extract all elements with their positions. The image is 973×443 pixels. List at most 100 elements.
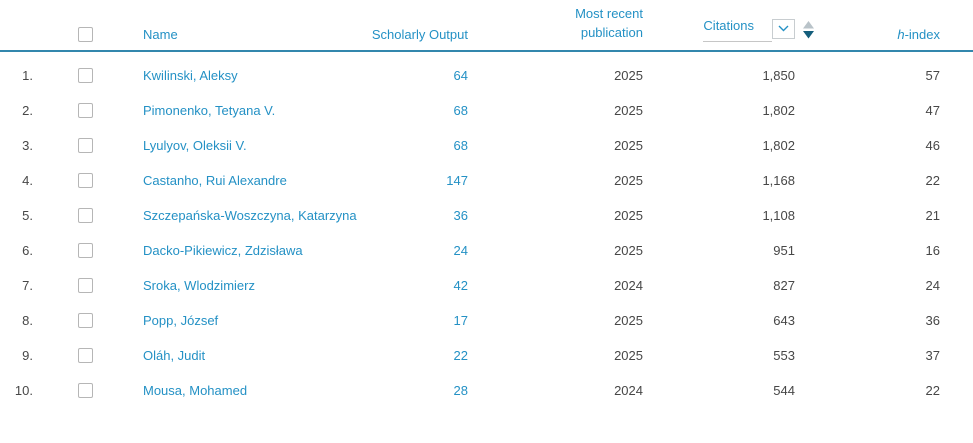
scholarly-output-link[interactable]: 147 <box>446 173 468 188</box>
most-recent-publication-value: 2025 <box>614 173 643 188</box>
author-name-link[interactable]: Mousa, Mohamed <box>143 383 248 398</box>
row-checkbox[interactable] <box>78 348 93 363</box>
row-name-cell: Sroka, Wlodzimierz <box>93 278 360 293</box>
row-name-cell: Mousa, Mohamed <box>93 383 360 398</box>
scholarly-output-column-header-cell: Scholarly Output <box>360 27 468 50</box>
citations-dropdown-button[interactable] <box>772 18 795 39</box>
most-recent-publication-value: 2024 <box>614 278 643 293</box>
column-header-citations: Citations <box>703 18 754 33</box>
citations-value: 827 <box>773 278 795 293</box>
row-checkbox[interactable] <box>78 243 93 258</box>
citations-dropdown-label[interactable]: Citations <box>703 18 772 42</box>
sort-descending-icon[interactable] <box>802 20 815 40</box>
most-recent-publication-column-header-cell: Most recent publication <box>468 4 643 50</box>
citations-value: 643 <box>773 313 795 328</box>
scholarly-output-link[interactable]: 68 <box>453 138 468 153</box>
row-scholarly-output-cell: 28 <box>360 383 468 398</box>
row-checkbox[interactable] <box>78 138 93 153</box>
row-checkbox-cell <box>33 348 93 363</box>
row-checkbox[interactable] <box>78 173 93 188</box>
row-scholarly-output-cell: 68 <box>360 103 468 118</box>
most-recent-publication-value: 2025 <box>614 68 643 83</box>
row-checkbox[interactable] <box>78 383 93 398</box>
column-header-most-recent-publication[interactable]: Most recent publication <box>468 4 643 42</box>
row-rank: 5. <box>22 208 33 223</box>
row-checkbox-cell <box>33 278 93 293</box>
row-rank: 6. <box>22 243 33 258</box>
row-rank: 10. <box>14 383 33 398</box>
row-checkbox-cell <box>33 103 93 118</box>
author-name-link[interactable]: Lyulyov, Oleksii V. <box>143 138 247 153</box>
row-scholarly-output-cell: 36 <box>360 208 468 223</box>
h-index-value: 37 <box>925 348 940 363</box>
row-rank: 7. <box>22 278 33 293</box>
h-index-value: 22 <box>925 383 940 398</box>
row-scholarly-output-cell: 22 <box>360 348 468 363</box>
table-row: 6. Dacko-Pikiewicz, Zdzisława 24 2025 95… <box>0 233 973 268</box>
author-name-link[interactable]: Kwilinski, Aleksy <box>143 68 238 83</box>
h-index-value: 36 <box>925 313 940 328</box>
author-name-link[interactable]: Pimonenko, Tetyana V. <box>143 103 276 118</box>
citations-value: 544 <box>773 383 795 398</box>
author-name-link[interactable]: Szczepańska-Woszczyna, Katarzyna <box>143 208 357 223</box>
scholarly-output-link[interactable]: 24 <box>453 243 468 258</box>
row-checkbox-cell <box>33 138 93 153</box>
author-name-link[interactable]: Oláh, Judit <box>143 348 206 363</box>
row-checkbox[interactable] <box>78 68 93 83</box>
row-name-cell: Pimonenko, Tetyana V. <box>93 103 360 118</box>
column-header-scholarly-output[interactable]: Scholarly Output <box>371 27 468 42</box>
scholarly-output-link[interactable]: 17 <box>453 313 468 328</box>
most-recent-line1: Most recent <box>575 6 643 21</box>
row-checkbox[interactable] <box>78 313 93 328</box>
author-name-link[interactable]: Sroka, Wlodzimierz <box>143 278 255 293</box>
row-name-cell: Dacko-Pikiewicz, Zdzisława <box>93 243 360 258</box>
row-name-cell: Kwilinski, Aleksy <box>93 68 360 83</box>
row-scholarly-output-cell: 64 <box>360 68 468 83</box>
scholarly-output-link[interactable]: 64 <box>453 68 468 83</box>
row-checkbox-cell <box>33 243 93 258</box>
h-index-value: 57 <box>925 68 940 83</box>
table-row: 7. Sroka, Wlodzimierz 42 2024 827 24 <box>0 268 973 303</box>
scholarly-output-link[interactable]: 28 <box>453 383 468 398</box>
row-name-cell: Popp, József <box>93 313 360 328</box>
row-checkbox[interactable] <box>78 278 93 293</box>
row-rank: 3. <box>22 138 33 153</box>
name-column-header-cell: Name <box>93 27 360 50</box>
citations-value: 951 <box>773 243 795 258</box>
h-index-column-header-cell: h-index <box>795 27 945 50</box>
scholarly-output-link[interactable]: 68 <box>453 103 468 118</box>
select-all-checkbox[interactable] <box>78 27 93 42</box>
author-name-link[interactable]: Castanho, Rui Alexandre <box>143 173 287 188</box>
scholarly-output-link[interactable]: 42 <box>453 278 468 293</box>
h-index-value: 24 <box>925 278 940 293</box>
row-rank: 2. <box>22 103 33 118</box>
citations-value: 553 <box>773 348 795 363</box>
row-checkbox-cell <box>33 313 93 328</box>
row-checkbox[interactable] <box>78 103 93 118</box>
row-rank: 8. <box>22 313 33 328</box>
row-rank: 4. <box>22 173 33 188</box>
citations-value: 1,802 <box>762 103 795 118</box>
citations-column-header-cell: Citations <box>643 18 814 50</box>
sort-up-arrow <box>803 20 814 28</box>
citations-value: 1,108 <box>762 208 795 223</box>
row-scholarly-output-cell: 42 <box>360 278 468 293</box>
table-row: 5. Szczepańska-Woszczyna, Katarzyna 36 2… <box>0 198 973 233</box>
h-index-italic-h: h <box>897 27 905 42</box>
scholarly-output-link[interactable]: 36 <box>453 208 468 223</box>
table-row: 1. Kwilinski, Aleksy 64 2025 1,850 57 <box>0 58 973 93</box>
table-body: 1. Kwilinski, Aleksy 64 2025 1,850 57 2.… <box>0 58 973 408</box>
scholarly-output-link[interactable]: 22 <box>453 348 468 363</box>
citations-value: 1,802 <box>762 138 795 153</box>
column-header-name[interactable]: Name <box>143 27 178 42</box>
table-row: 9. Oláh, Judit 22 2025 553 37 <box>0 338 973 373</box>
sort-down-arrow <box>803 30 814 38</box>
most-recent-publication-value: 2025 <box>614 208 643 223</box>
author-name-link[interactable]: Dacko-Pikiewicz, Zdzisława <box>143 243 303 258</box>
author-name-link[interactable]: Popp, József <box>143 313 219 328</box>
column-header-h-index[interactable]: h-index <box>897 27 940 42</box>
row-checkbox-cell <box>33 173 93 188</box>
row-checkbox[interactable] <box>78 208 93 223</box>
row-rank: 9. <box>22 348 33 363</box>
